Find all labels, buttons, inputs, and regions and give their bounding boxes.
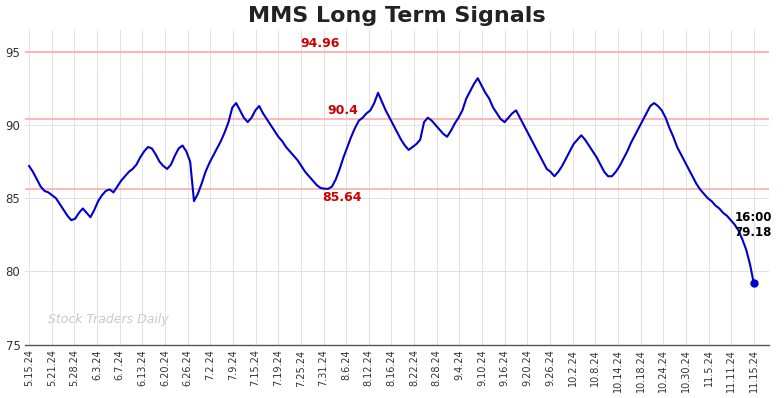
Title: MMS Long Term Signals: MMS Long Term Signals bbox=[249, 6, 546, 25]
Text: Stock Traders Daily: Stock Traders Daily bbox=[48, 313, 169, 326]
Text: 94.96: 94.96 bbox=[301, 37, 340, 50]
Text: 85.64: 85.64 bbox=[323, 191, 362, 204]
Text: 16:00
79.18: 16:00 79.18 bbox=[735, 211, 772, 240]
Text: 90.4: 90.4 bbox=[327, 104, 358, 117]
